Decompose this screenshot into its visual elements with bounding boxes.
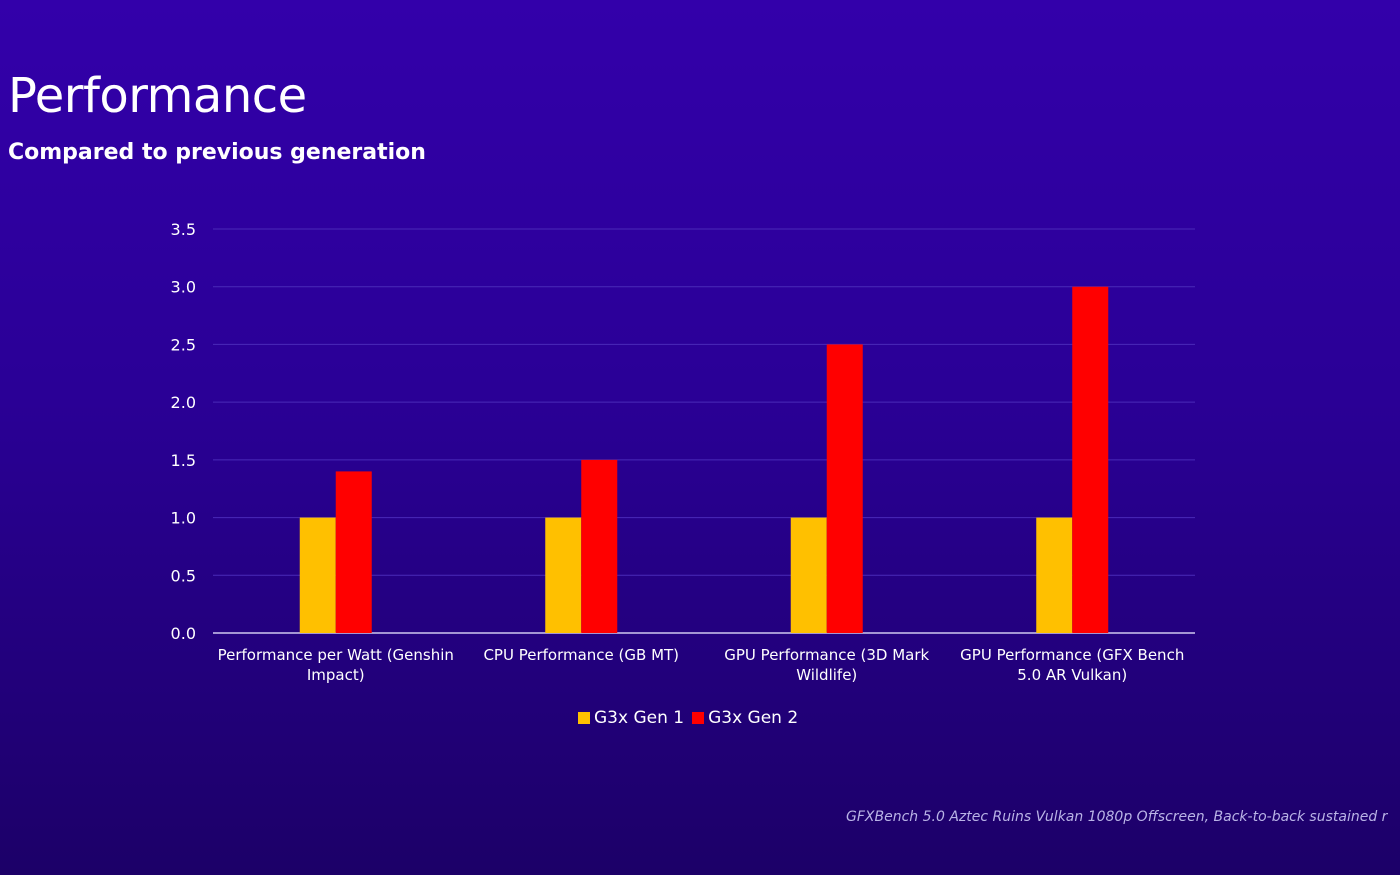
y-tick-label: 0.5: [171, 566, 196, 585]
bar-gen2: [581, 459, 618, 633]
bar-gen1: [790, 517, 827, 633]
x-tick-label: Wildlife): [796, 666, 857, 684]
x-tick-label: GPU Performance (3D Mark: [724, 646, 929, 664]
legend-item-gen2: G3x Gen 2: [692, 708, 798, 728]
bar-gen2: [1072, 286, 1109, 633]
y-tick-label: 1.5: [171, 451, 196, 470]
chart-legend: G3x Gen 1 G3x Gen 2: [578, 708, 806, 728]
x-tick-label: GPU Performance (GFX Bench: [960, 646, 1184, 664]
y-tick-label: 0.0: [171, 624, 196, 643]
y-tick-label: 2.0: [171, 393, 196, 412]
legend-item-gen1: G3x Gen 1: [578, 708, 684, 728]
legend-label-gen1: G3x Gen 1: [594, 708, 685, 728]
slide-subtitle: Compared to previous generation: [8, 140, 426, 165]
y-tick-label: 3.0: [171, 278, 196, 297]
legend-swatch-gen2: [692, 712, 705, 724]
bar-gen1: [545, 517, 582, 633]
y-tick-label: 2.5: [171, 335, 196, 354]
bar-gen2: [826, 344, 863, 633]
x-tick-label: Performance per Watt (Genshin: [218, 646, 454, 664]
x-tick-label: Impact): [307, 666, 365, 684]
slide-title: Performance: [8, 68, 307, 124]
legend-swatch-gen1: [578, 712, 590, 724]
bar-gen1: [299, 517, 336, 633]
legend-label-gen2: G3x Gen 2: [708, 708, 799, 728]
y-tick-label: 1.0: [171, 509, 196, 528]
bar-gen2: [335, 471, 372, 633]
x-tick-label: CPU Performance (GB MT): [483, 646, 679, 664]
x-tick-label: 5.0 AR Vulkan): [1017, 666, 1127, 684]
y-tick-label: 3.5: [171, 220, 196, 239]
footnote: GFXBench 5.0 Aztec Ruins Vulkan 1080p Of…: [846, 809, 1388, 825]
bar-gen1: [1036, 517, 1073, 633]
